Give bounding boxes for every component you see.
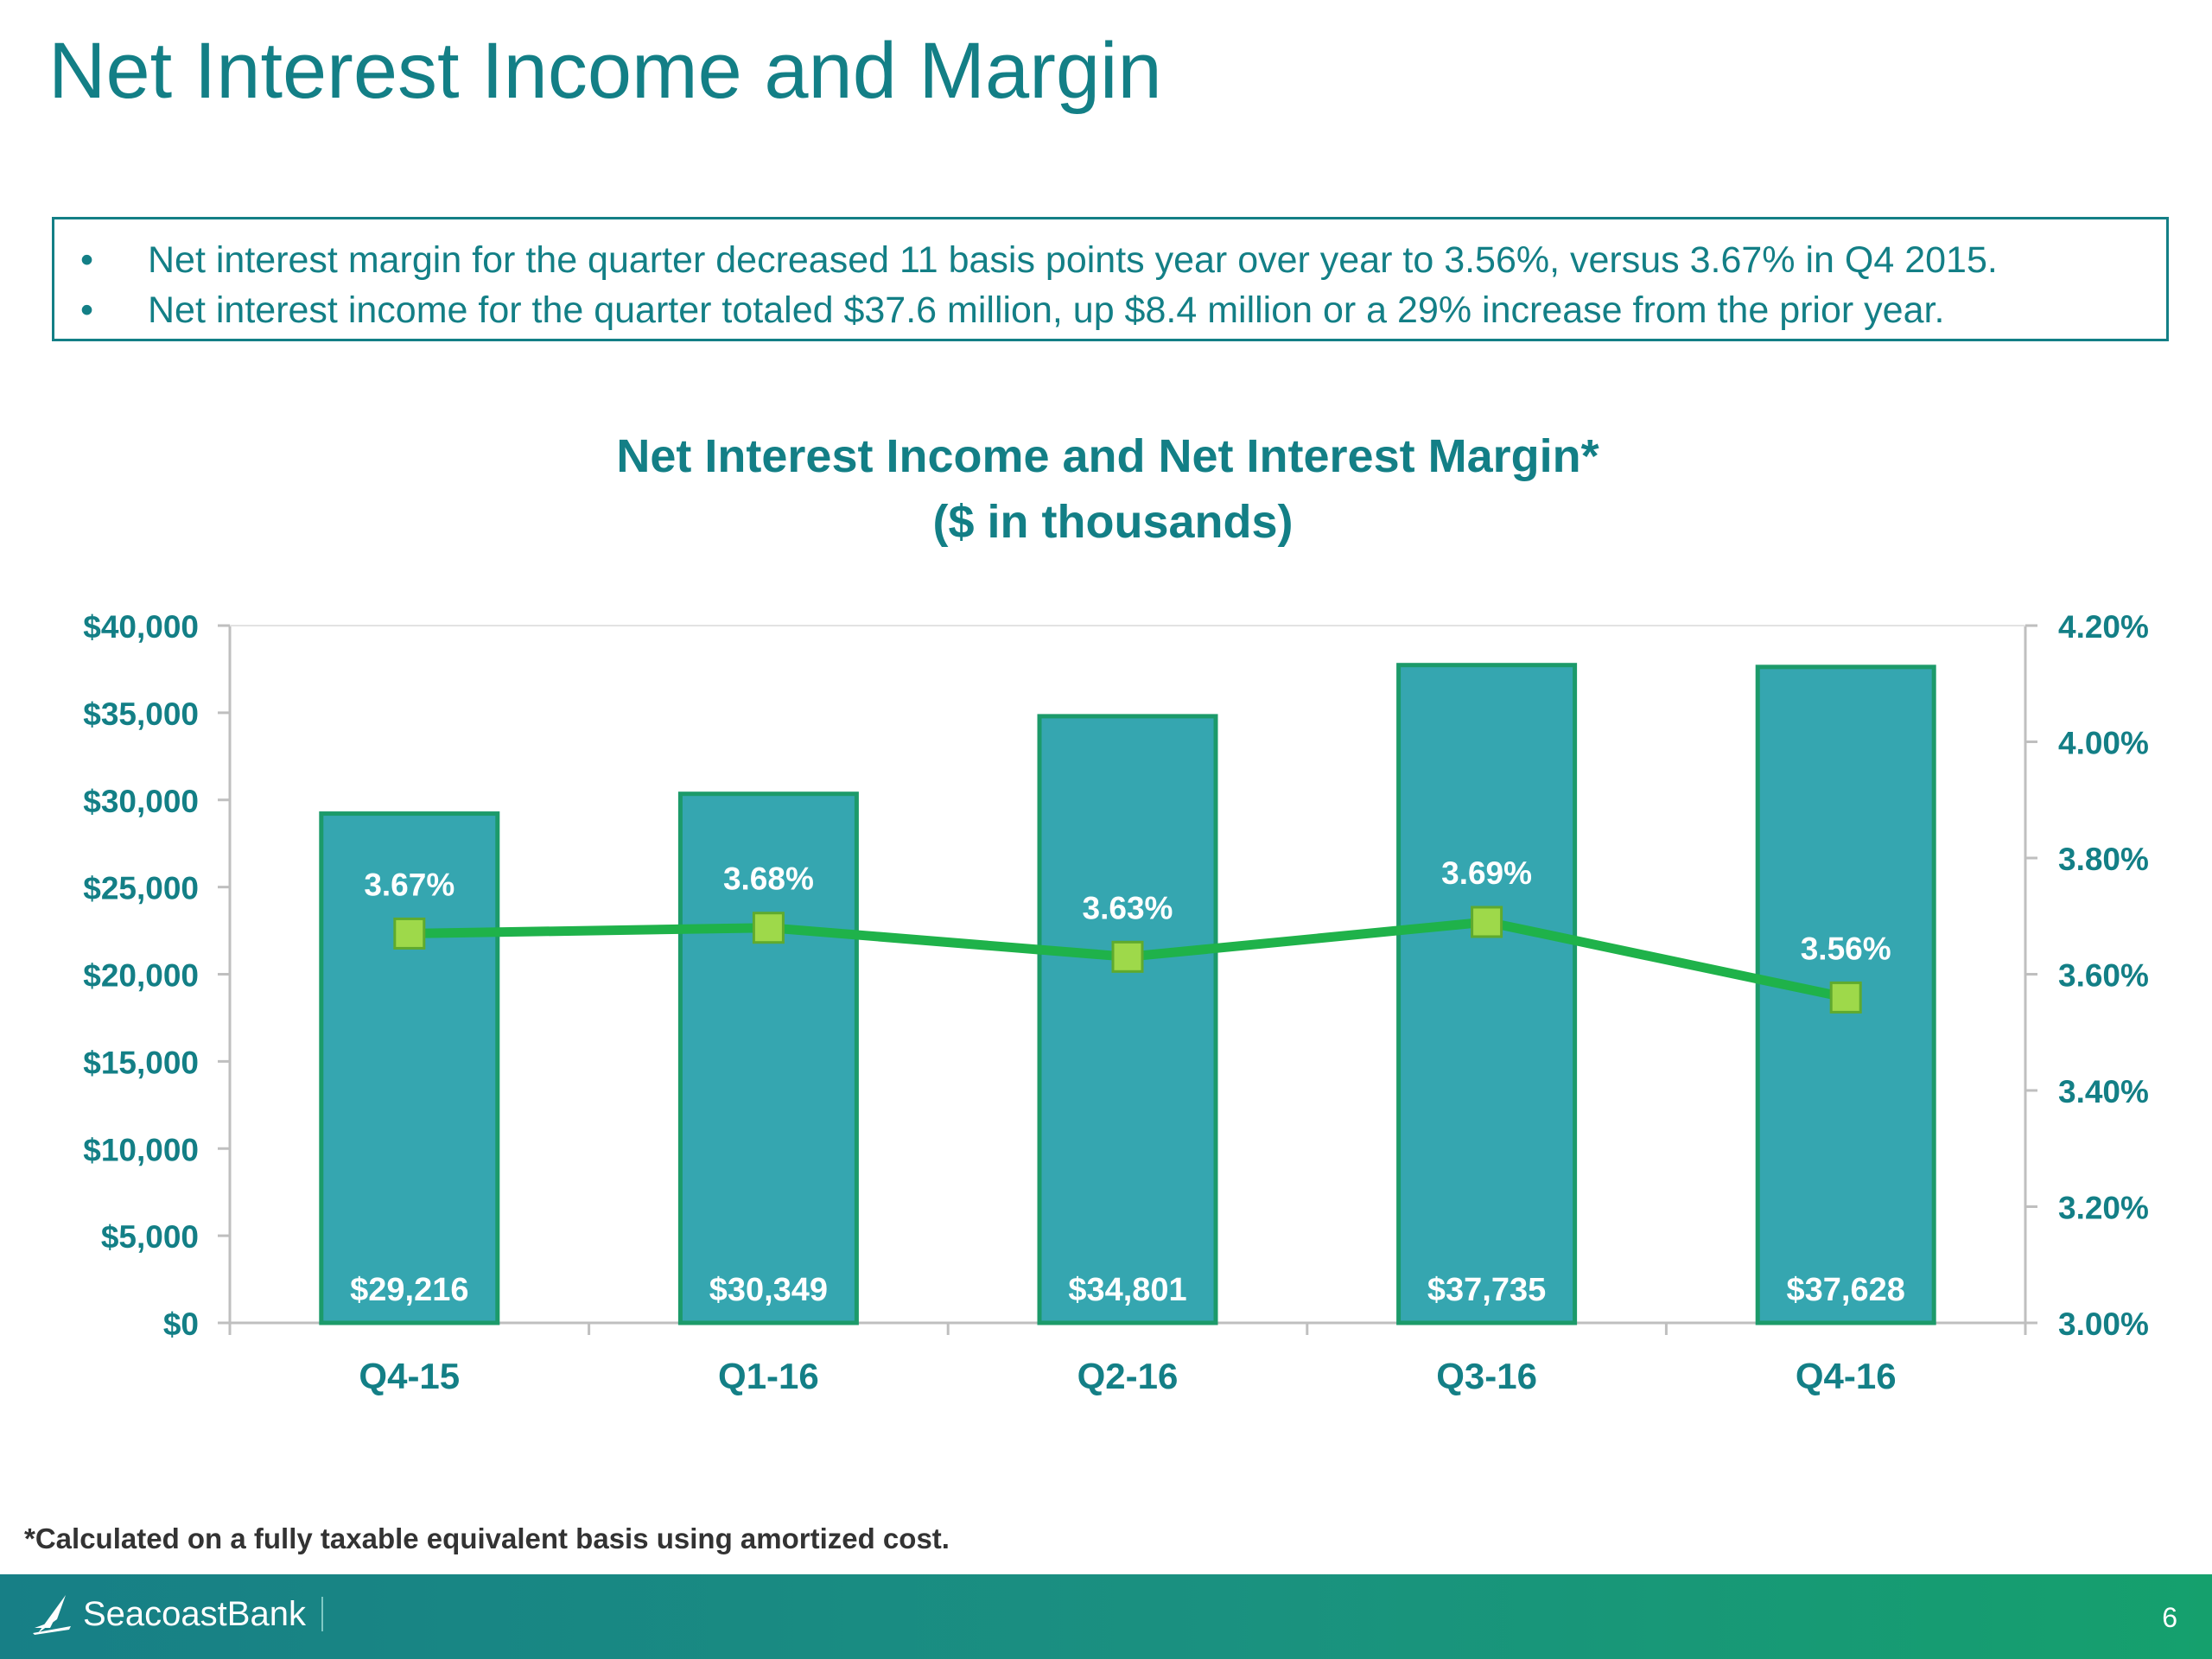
bullet-icon: • bbox=[80, 239, 94, 281]
bullet-item: • Net interest income for the quarter to… bbox=[79, 285, 2166, 335]
x-tick-label: Q2-16 bbox=[1077, 1356, 1179, 1396]
margin-value-label: 3.69% bbox=[1441, 855, 1532, 891]
bullet-text: Net interest margin for the quarter decr… bbox=[148, 239, 1998, 281]
x-tick-label: Q4-16 bbox=[1796, 1356, 1897, 1396]
margin-marker bbox=[1471, 906, 1503, 938]
right-tick-label: 4.20% bbox=[2058, 609, 2149, 645]
right-tick-label: 3.20% bbox=[2058, 1191, 2149, 1226]
right-tick-label: 3.00% bbox=[2058, 1306, 2149, 1342]
bar-value-label: $30,349 bbox=[709, 1272, 828, 1308]
footnote: *Calculated on a fully taxable equivalen… bbox=[24, 1522, 950, 1554]
x-tick-label: Q4-15 bbox=[359, 1356, 460, 1396]
chart-title: Net Interest Income and Net Interest Mar… bbox=[616, 430, 1599, 482]
left-tick-label: $30,000 bbox=[83, 784, 199, 819]
bar bbox=[677, 791, 859, 1325]
brand-name: SeacoastBank bbox=[83, 1594, 306, 1633]
page-title: Net Interest Income and Margin bbox=[48, 27, 1162, 115]
margin-marker bbox=[1829, 981, 1862, 1014]
right-tick-label: 3.40% bbox=[2058, 1074, 2149, 1109]
margin-value-label: 3.68% bbox=[723, 861, 814, 897]
left-tick-label: $10,000 bbox=[83, 1132, 199, 1167]
left-tick-label: $20,000 bbox=[83, 958, 199, 994]
bar bbox=[319, 811, 500, 1325]
summary-box: • Net interest margin for the quarter de… bbox=[52, 217, 2169, 341]
bar-value-label: $37,735 bbox=[1427, 1272, 1546, 1308]
left-tick-label: $15,000 bbox=[83, 1045, 199, 1080]
combo-chart: Net Interest Income and Net Interest Mar… bbox=[83, 430, 2149, 1396]
margin-value-label: 3.63% bbox=[1083, 890, 1173, 925]
left-tick-label: $5,000 bbox=[101, 1219, 199, 1255]
left-tick-label: $40,000 bbox=[83, 609, 199, 645]
left-tick-label: $25,000 bbox=[83, 871, 199, 906]
margin-marker bbox=[752, 912, 785, 944]
sail-logo-icon bbox=[33, 1595, 71, 1635]
right-tick-label: 3.80% bbox=[2058, 842, 2149, 877]
left-tick-label: $35,000 bbox=[83, 696, 199, 732]
bullet-text: Net interest income for the quarter tota… bbox=[148, 289, 1945, 331]
bar bbox=[1396, 663, 1578, 1325]
margin-marker bbox=[1111, 940, 1144, 973]
footer-bar: SeacoastBank 6 bbox=[0, 1574, 2212, 1659]
brand-divider bbox=[321, 1597, 323, 1631]
margin-value-label: 3.67% bbox=[364, 867, 454, 902]
bar-value-label: $37,628 bbox=[1787, 1272, 1905, 1308]
margin-marker bbox=[393, 917, 426, 950]
bullet-item: • Net interest margin for the quarter de… bbox=[79, 235, 2166, 285]
bar bbox=[1037, 714, 1218, 1325]
x-tick-label: Q1-16 bbox=[718, 1356, 819, 1396]
right-tick-label: 4.00% bbox=[2058, 726, 2149, 761]
bar-value-label: $34,801 bbox=[1068, 1272, 1186, 1308]
margin-value-label: 3.56% bbox=[1801, 931, 1891, 966]
page-number: 6 bbox=[2162, 1602, 2177, 1633]
bullet-icon: • bbox=[80, 289, 94, 331]
chart-subtitle: ($ in thousands) bbox=[933, 496, 1294, 548]
bar-value-label: $29,216 bbox=[350, 1272, 468, 1308]
left-tick-label: $0 bbox=[163, 1306, 199, 1342]
x-tick-label: Q3-16 bbox=[1436, 1356, 1537, 1396]
right-tick-label: 3.60% bbox=[2058, 958, 2149, 994]
brand-logo: SeacoastBank bbox=[33, 1593, 323, 1635]
